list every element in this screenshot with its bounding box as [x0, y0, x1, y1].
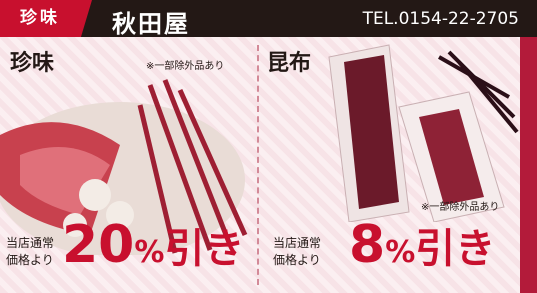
note: ※一部除外品あり	[146, 57, 224, 72]
condition-line: 価格より	[273, 253, 321, 267]
condition: 当店通常価格より	[6, 235, 54, 269]
condition-line: 価格より	[6, 253, 54, 267]
panel: 昆布 ※一部除外品あり 当店通常価格より 8%引き	[259, 37, 520, 293]
category-tag: 珍味	[0, 0, 92, 37]
condition-line: 当店通常	[6, 236, 54, 250]
discount: 20%引き	[62, 215, 244, 275]
discount-number: 8	[349, 215, 385, 275]
shop-name: 秋田屋	[112, 4, 190, 39]
panel-title: 昆布	[267, 45, 311, 77]
condition: 当店通常価格より	[273, 235, 321, 269]
discount-suffix: 引き	[164, 226, 244, 272]
discount-number: 20	[62, 215, 134, 275]
header: 珍味 秋田屋 TEL.0154-22-2705	[0, 0, 537, 37]
discount-unit: %	[134, 235, 164, 270]
next-panel-edge	[520, 37, 537, 293]
note: ※一部除外品あり	[421, 198, 499, 213]
condition-line: 当店通常	[273, 236, 321, 250]
phone: TEL.0154-22-2705	[363, 9, 519, 29]
discount: 8%引き	[349, 215, 495, 275]
discount-suffix: 引き	[415, 226, 495, 272]
panel: 珍味 ※一部除外品あり 当店通常価格より 20%引き	[0, 37, 257, 293]
discount-unit: %	[385, 235, 415, 270]
flyer: 珍味 秋田屋 TEL.0154-22-2705 珍味 ※一部除外品あり 当店通常…	[0, 0, 537, 293]
panel-title: 珍味	[10, 45, 54, 77]
